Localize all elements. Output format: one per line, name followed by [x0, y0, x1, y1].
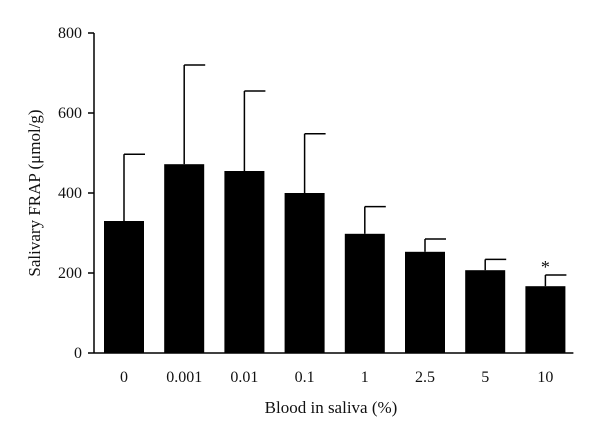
bars-group	[104, 164, 566, 353]
bar	[284, 193, 325, 353]
x-tick-label: 0.001	[166, 369, 202, 386]
y-tick-label: 0	[74, 345, 82, 362]
y-tick-label: 400	[58, 185, 82, 202]
bar	[104, 221, 144, 353]
bar	[224, 171, 265, 353]
x-tick-label: 2.5	[415, 369, 435, 386]
y-tick-label: 200	[58, 265, 82, 282]
significance-marker: *	[541, 257, 550, 277]
bar	[164, 164, 205, 353]
y-tick-label: 600	[58, 105, 82, 122]
x-tick-label: 5	[481, 369, 489, 386]
x-tick-label: 0.1	[295, 369, 315, 386]
x-axis: 0 0.001 0.01 0.1 1 2.5 5 10	[94, 352, 574, 386]
error-bars-group	[123, 64, 567, 287]
bar	[405, 251, 445, 353]
y-axis-title: Salivary FRAP (μmol/g)	[25, 109, 44, 276]
annotations-group: *	[541, 257, 550, 277]
y-tick-label: 800	[58, 25, 82, 42]
x-tick-label: 0.01	[230, 369, 258, 386]
x-axis-title: Blood in saliva (%)	[265, 398, 398, 417]
x-tick-label: 0	[120, 369, 128, 386]
x-tick-label: 1	[361, 369, 369, 386]
bar	[525, 286, 566, 353]
x-tick-label: 10	[537, 369, 553, 386]
y-axis: 0 200 400 600 800	[58, 25, 95, 362]
bar	[465, 270, 506, 353]
bar	[344, 233, 385, 353]
